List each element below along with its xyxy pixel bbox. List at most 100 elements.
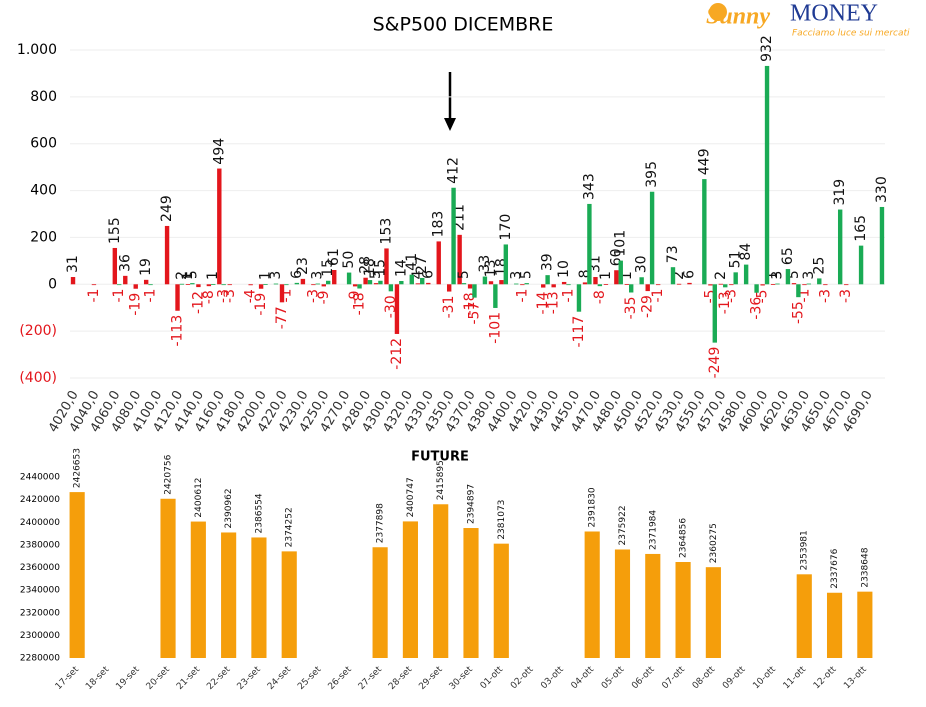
bar	[796, 284, 801, 298]
bar	[388, 284, 394, 292]
data-label: -36	[749, 297, 765, 320]
bar	[879, 206, 885, 285]
data-label: 2400747	[406, 477, 416, 517]
data-label: 2391830	[588, 487, 598, 527]
data-label: 2374252	[285, 507, 295, 547]
data-label: 50	[341, 251, 357, 269]
bar	[614, 549, 631, 658]
bar	[826, 592, 843, 658]
bar	[185, 284, 191, 285]
bar	[123, 275, 128, 285]
bar	[645, 284, 650, 292]
data-label: 10	[556, 260, 572, 278]
y-tick-label: 0	[48, 276, 57, 292]
data-label: 2	[174, 271, 190, 280]
x-tick-label: 20-set	[145, 664, 173, 692]
data-label: -55	[790, 301, 806, 324]
bar	[436, 241, 441, 285]
bar	[300, 278, 306, 285]
bar	[687, 282, 692, 285]
bar	[175, 284, 180, 311]
data-label: 30	[634, 255, 650, 273]
data-label: 3	[268, 271, 284, 280]
data-label: 3	[769, 271, 785, 280]
bar	[461, 283, 467, 285]
bar	[415, 283, 421, 285]
bar	[402, 521, 418, 658]
bar	[273, 283, 279, 285]
bar	[551, 284, 556, 288]
data-label: -18	[462, 293, 478, 316]
data-label: 155	[107, 217, 123, 244]
data-label: 449	[696, 148, 712, 175]
bar	[817, 278, 822, 285]
x-tick-label: 26-set	[327, 664, 355, 692]
bar	[584, 531, 600, 658]
logo-brand2: MONEY	[790, 1, 878, 27]
data-label: 33	[477, 255, 493, 273]
bar	[614, 270, 619, 285]
chart-title: FUTURE	[411, 450, 469, 465]
data-label: 2	[671, 271, 687, 280]
data-label: 5	[184, 270, 200, 279]
data-label: 73	[665, 245, 681, 263]
bar	[190, 521, 206, 658]
x-tick-label: 04-ott	[570, 664, 597, 691]
bar	[503, 244, 509, 285]
data-label: 19	[138, 258, 154, 276]
x-tick-label: 01-ott	[479, 664, 506, 691]
data-label: 2	[713, 271, 729, 280]
bar	[221, 532, 237, 658]
bar	[649, 191, 655, 285]
y-tick-label: 2380000	[20, 540, 60, 550]
x-tick-label: 25-set	[296, 664, 324, 692]
data-label: -113	[170, 315, 186, 347]
data-label: 412	[446, 157, 462, 184]
data-label: 65	[780, 247, 796, 265]
bar	[133, 284, 138, 289]
bar	[837, 209, 843, 285]
data-label: 2420756	[164, 454, 174, 494]
data-label: -1	[650, 289, 666, 303]
bar	[603, 284, 609, 285]
x-tick-label: 30-set	[448, 664, 476, 692]
bar	[566, 284, 571, 286]
bar	[363, 277, 368, 285]
data-label: -117	[571, 316, 587, 348]
data-label: 5	[519, 270, 535, 279]
data-label: -19	[253, 293, 269, 316]
bar	[488, 281, 494, 285]
data-label: 1	[205, 271, 221, 280]
data-label: 153	[378, 218, 394, 245]
data-label: 13	[483, 259, 499, 277]
data-label: -1	[278, 289, 294, 303]
data-label: 31	[65, 255, 81, 273]
data-label: 28	[358, 256, 374, 274]
bar	[764, 65, 770, 285]
bar	[179, 283, 185, 285]
data-label: 1	[598, 271, 614, 280]
data-label: -13	[546, 291, 562, 314]
data-label: 1	[257, 271, 273, 280]
bar	[754, 284, 759, 293]
bar	[463, 528, 479, 658]
bar	[858, 245, 864, 285]
bar	[733, 272, 738, 285]
bar	[708, 284, 713, 286]
bar	[378, 280, 383, 285]
data-label: 51	[728, 251, 744, 269]
bar	[372, 547, 388, 658]
data-label: 1	[180, 271, 196, 280]
data-label: 25	[811, 257, 827, 275]
bar	[670, 267, 676, 285]
bar	[294, 282, 300, 285]
bar	[332, 269, 337, 285]
data-label: 5	[368, 270, 384, 279]
data-label: 6	[420, 270, 436, 279]
data-label: 6	[682, 270, 698, 279]
data-label: 2426653	[73, 448, 83, 488]
bar	[217, 168, 222, 285]
y-tick-label: (400)	[19, 370, 57, 386]
bar	[493, 543, 509, 658]
